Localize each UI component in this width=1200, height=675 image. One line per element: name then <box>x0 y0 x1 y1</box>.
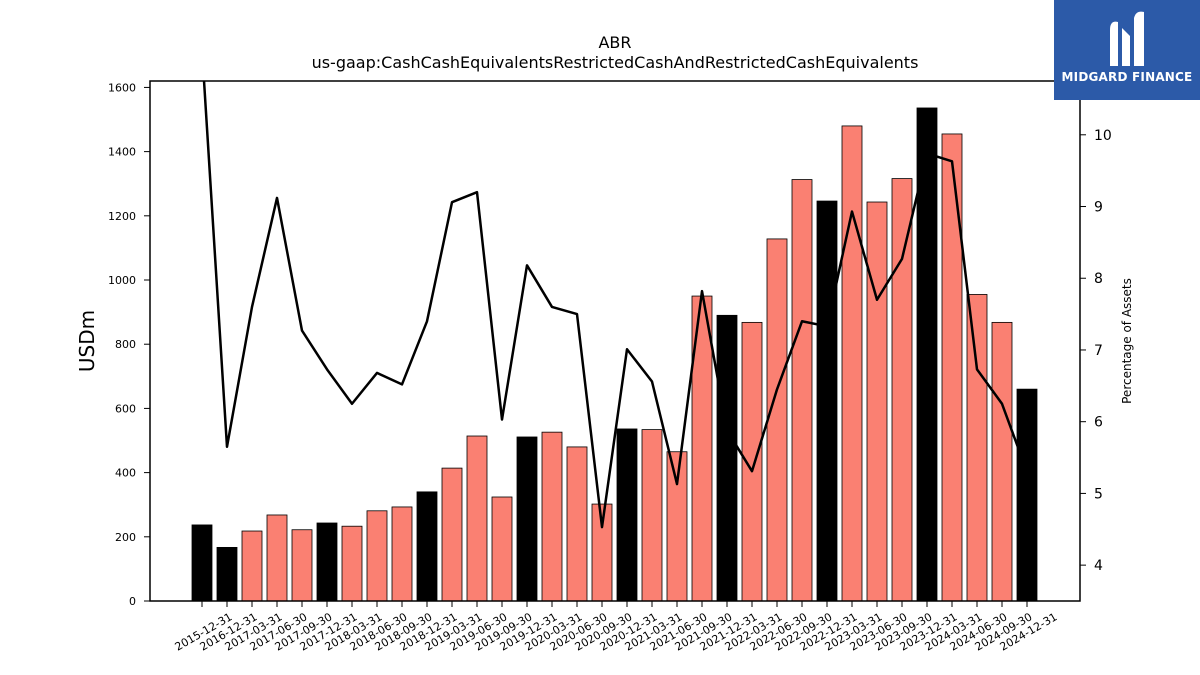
bar-2017-03-31 <box>241 530 263 602</box>
bar-2021-03-31 <box>641 429 663 602</box>
x-ticks: 2015-12-312016-12-312017-03-312017-06-30… <box>173 601 1060 654</box>
bar-2018-12-31 <box>416 491 438 602</box>
bar-2024-03-31 <box>941 133 963 602</box>
logo: MIDGARD FINANCE <box>1054 0 1200 100</box>
bar-2019-09-30 <box>491 496 513 602</box>
y2-axis-label: Percentage of Assets <box>1120 278 1134 404</box>
bar-2023-03-31 <box>841 125 863 602</box>
bar-2018-03-31 <box>341 525 363 602</box>
bar-2023-09-30 <box>891 178 913 602</box>
y2-tick-label: 4 <box>1094 558 1103 574</box>
bar-2016-12-31 <box>216 546 238 602</box>
logo-mark-icon <box>1110 11 1144 67</box>
y-tick-label: 1600 <box>108 81 136 94</box>
y-tick-label: 800 <box>115 338 136 351</box>
bar-2020-06-30 <box>566 446 588 602</box>
bar-2017-12-31 <box>316 522 338 602</box>
y2-tick-label: 5 <box>1094 486 1103 502</box>
bar-2019-06-30 <box>466 435 488 602</box>
y2-tick-label: 7 <box>1094 343 1103 359</box>
y2-tick-label: 9 <box>1094 200 1103 216</box>
line-layer <box>202 81 1029 529</box>
bar-2024-06-30 <box>966 294 988 602</box>
y-tick-label: 1200 <box>108 210 136 223</box>
bar-2021-06-30 <box>666 451 688 602</box>
plot-frame <box>149 80 1081 602</box>
bar-2018-09-30 <box>391 506 413 602</box>
y-axis-label: USDm <box>75 310 99 372</box>
bar-2018-06-30 <box>366 510 388 602</box>
bar-2021-12-31 <box>716 314 738 602</box>
y-tick-label: 600 <box>115 402 136 415</box>
y-tick-label: 400 <box>115 467 136 480</box>
percentage-line <box>202 81 1029 529</box>
bar-2019-12-31 <box>516 436 538 602</box>
chart-title: ABR <box>598 33 631 52</box>
y-tick-label: 0 <box>129 595 136 608</box>
bar-2015-12-31 <box>191 524 213 602</box>
chart-subtitle: us-gaap:CashCashEquivalentsRestrictedCas… <box>312 53 919 72</box>
bar-2019-03-31 <box>441 467 463 602</box>
bar-2024-12-31 <box>1016 388 1038 602</box>
bars-layer <box>191 107 1038 602</box>
bar-2020-12-31 <box>616 428 638 602</box>
logo-text: MIDGARD FINANCE <box>1061 70 1193 84</box>
bar-2017-09-30 <box>291 529 313 602</box>
bar-2024-09-30 <box>991 321 1013 602</box>
bar-2022-09-30 <box>791 179 813 602</box>
y2-tick-label: 10 <box>1094 128 1112 144</box>
y-tick-label: 200 <box>115 531 136 544</box>
y2-tick-label: 8 <box>1094 271 1103 287</box>
bar-2022-12-31 <box>816 200 838 602</box>
y2-tick-label: 6 <box>1094 415 1103 431</box>
y-tick-label: 1400 <box>108 146 136 159</box>
y2-ticks: 4 5 6 7 8 9 10 <box>1080 128 1112 574</box>
bar-2017-06-30 <box>266 514 288 602</box>
bar-2023-06-30 <box>866 201 888 602</box>
bar-2020-03-31 <box>541 431 563 602</box>
bar-2022-06-30 <box>766 238 788 602</box>
y-tick-label: 1000 <box>108 274 136 287</box>
y-ticks: 0 200 400 600 800 1000 1200 1400 1600 <box>108 81 150 608</box>
